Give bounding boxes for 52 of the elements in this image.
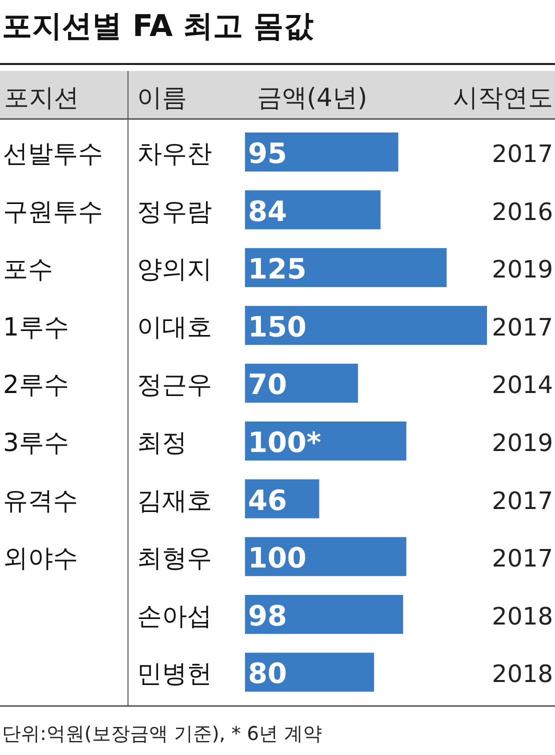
bar — [245, 652, 374, 692]
text: 2루수 — [3, 370, 69, 400]
bar — [245, 132, 398, 172]
text: 2016 — [492, 198, 553, 226]
bar — [245, 594, 404, 634]
text: 구원투수 — [3, 196, 103, 226]
text: 금액(4년) — [256, 83, 368, 112]
text: 2018 — [492, 660, 553, 688]
y-tick-label: 차우찬 — [137, 139, 212, 168]
text: 선발투수 — [3, 139, 103, 168]
y-tick-label: 김재호 — [137, 486, 212, 515]
y-tick-label: 이대호 — [137, 312, 212, 342]
data-label: 100* — [248, 426, 322, 459]
text: 3루수 — [3, 428, 69, 457]
data-label: 70 — [248, 368, 287, 402]
data-label: 125 — [248, 252, 306, 286]
text: 유격수 — [3, 486, 78, 515]
y-tick-label: 민병헌 — [137, 659, 212, 688]
data-label: 98 — [248, 599, 287, 632]
text: 단위:억원(보장금액 기준), * 6년 계약 — [2, 723, 322, 745]
y-tick-label: 정근우 — [137, 370, 212, 400]
chart-title: 포지션별 FA 최고 몸값 — [2, 9, 314, 44]
data-label: 95 — [248, 137, 287, 170]
bar — [245, 537, 406, 576]
data-label: 150 — [248, 310, 306, 344]
text: 1루수 — [3, 312, 69, 342]
y-tick-label: 양의지 — [137, 254, 212, 284]
bar — [245, 364, 358, 403]
text: 외야수 — [3, 544, 78, 573]
text: 2017 — [492, 313, 553, 342]
text: 포지션 — [4, 83, 79, 112]
bar — [245, 306, 487, 345]
bar — [245, 190, 381, 230]
text: 2017 — [492, 544, 553, 573]
text: 시작연도 — [453, 83, 553, 112]
text: 2017 — [492, 140, 553, 168]
text: 포수 — [3, 254, 53, 284]
y-tick-label: 손아섭 — [137, 601, 212, 630]
y-tick-label: 최정 — [137, 428, 187, 457]
data-label: 84 — [248, 194, 287, 228]
text: 2017 — [492, 486, 553, 515]
data-label: 100 — [248, 542, 306, 575]
data-label: 46 — [248, 484, 287, 517]
text: 2019 — [492, 256, 553, 284]
text: 이름 — [137, 83, 187, 112]
y-tick-label: 최형우 — [137, 544, 212, 573]
data-label: 80 — [248, 657, 287, 690]
text: 2019 — [492, 429, 553, 457]
text: 2018 — [492, 602, 553, 630]
bar — [245, 248, 447, 288]
y-tick-label: 정우람 — [137, 196, 212, 226]
text: 2014 — [492, 371, 553, 400]
